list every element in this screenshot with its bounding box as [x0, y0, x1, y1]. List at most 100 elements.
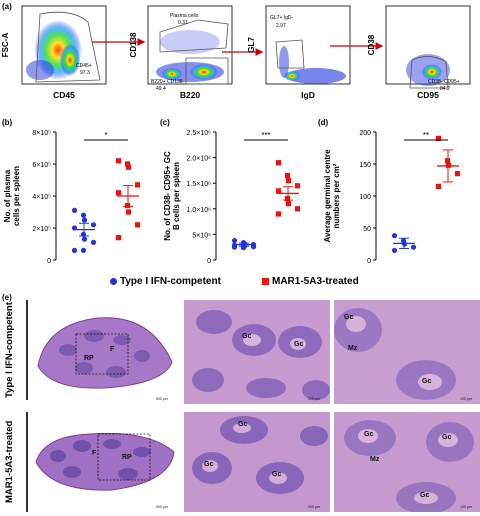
y-axis-label-line: No. of CD38- CD95+ GC [163, 151, 172, 241]
gate-label: B220+ CD138- [151, 79, 185, 85]
y-axis-label: Average germinal centrenumbers per cm² [323, 149, 341, 243]
legend: Type I IFN-competent MAR1-5A3-treated [0, 276, 480, 290]
inset-box [97, 433, 151, 481]
y-tick-label: 6×10⁵ [32, 162, 51, 169]
significance-label: ** [423, 131, 429, 140]
gate-value: 2.97 [276, 23, 286, 29]
scale-bar-label: 200 μm [308, 505, 320, 509]
y-axis-label-line: No. of plasma [3, 169, 12, 222]
panel-label-b: (b) [2, 118, 13, 127]
flow-plot-cd45: FSC-A CD45 CD45+ 97.3 [1, 5, 107, 100]
gate-value: 97.3 [80, 70, 90, 76]
data-point [115, 190, 122, 196]
panel-label-e: (e) [2, 293, 12, 302]
germinal-centre-label: Gc [204, 461, 214, 468]
flow-xlabel: IgD [301, 90, 315, 100]
row-divider [26, 300, 28, 400]
scale-bar-label: 100 μm [460, 397, 472, 401]
flow-cytometry-panel: FSC-A CD45 CD45+ 97.3 CD138 B220 Plasma … [1, 5, 471, 100]
chart-plasma-cells: No. of plasmacells per spleen 0 2×10⁵ 4×10⁵… [3, 130, 141, 265]
legend-label: MAR1-5A3-treated [272, 276, 359, 287]
y-tick-label: 1.5×10⁶ [187, 181, 212, 188]
data-point [250, 244, 257, 250]
y-tick-label: 50 [363, 226, 371, 233]
data-point [391, 247, 398, 253]
flow-plot-frame [265, 5, 351, 85]
flow-plot-cd95: CD38 CD95 CD38- CD95+ 84.2 [367, 5, 471, 100]
y-axis-label-line: B cells per spleen [172, 162, 181, 230]
data-point [435, 135, 442, 141]
y-tick-label: 2.0×10⁶ [187, 156, 212, 163]
germinal-centre-label: Gc [238, 421, 248, 428]
flow-xlabel: B220 [180, 90, 201, 100]
gate-value: 0.31 [178, 20, 188, 26]
y-axis-label-line: cells per spleen [12, 166, 21, 226]
significance-label: * [104, 131, 107, 140]
gate-label: CD45+ [76, 63, 92, 69]
data-point [231, 244, 238, 250]
flow-plot-igd: GL7 IgD GL7+ IgD- 2.97 [247, 5, 351, 100]
data-point [125, 209, 132, 215]
significance-label: *** [261, 131, 270, 140]
y-tick-label: 1.0×10⁶ [187, 207, 212, 214]
data-point [90, 239, 97, 245]
scale-bar-label: 500 μm [156, 397, 168, 401]
region-label: F [92, 450, 97, 457]
flow-plot-frame [385, 5, 471, 85]
gate-value: 84.2 [440, 86, 450, 92]
germinal-centre-label: Gc [422, 378, 432, 385]
gate-label: CD38- CD95+ [428, 79, 460, 85]
flow-ylabel: CD138 [129, 32, 138, 57]
data-point [435, 183, 442, 189]
germinal-centre-label: Gc [344, 314, 354, 321]
data-point [294, 183, 301, 189]
legend-label: Type I IFN-competent [120, 276, 221, 287]
flow-plot-b220: CD138 B220 Plasma cells 0.31 B220+ CD138… [129, 5, 233, 100]
gate-value: 49.4 [156, 86, 166, 92]
data-point [275, 160, 282, 166]
germinal-centre-label: Gc [242, 333, 252, 340]
histology-zoom-treated: Gc Mz Gc Gc 100 μm [334, 412, 480, 512]
data-point [410, 244, 417, 250]
chart-gc-b-cells: No. of CD38- CD95+ GCB cells per spleen 0… [163, 130, 301, 265]
germinal-centre-label: Gc [364, 431, 374, 438]
data-point [391, 233, 398, 239]
scale-bar-label: 200 μm [308, 397, 320, 401]
circle-marker-icon [110, 278, 117, 285]
row-label-treated: MAR1-5A3-treated [4, 420, 15, 504]
y-tick-label: 0 [367, 258, 371, 265]
data-point [294, 206, 301, 212]
y-tick-label: 100 [359, 194, 371, 201]
flow-ylabel: GL7 [247, 37, 256, 53]
gate-label: Plasma cells [170, 13, 199, 19]
flow-xlabel: CD45 [53, 90, 75, 100]
scale-bar-label: 500 μm [156, 505, 168, 509]
legend-item-competent: Type I IFN-competent [110, 276, 221, 287]
data-point [134, 182, 141, 188]
data-point [124, 161, 131, 167]
germinal-centre-label: Gc [420, 492, 430, 499]
data-point [285, 178, 292, 184]
flow-plot-frame [21, 5, 107, 85]
data-point [134, 222, 141, 228]
data-point [71, 207, 78, 213]
histology-whole-spleen-competent: RP F 500 μm [32, 300, 178, 404]
y-axis-label: No. of CD38- CD95+ GCB cells per spleen [163, 151, 181, 241]
y-tick-label: 2.5×10⁶ [187, 130, 212, 137]
gate-outline [35, 11, 101, 83]
data-point [284, 172, 291, 179]
region-label: F [110, 346, 115, 353]
square-marker-icon [262, 278, 269, 285]
row-label-competent: Type I IFN-competent [4, 302, 15, 398]
y-tick-label: 0 [47, 258, 51, 265]
histology-mid-treated: Gc Gc Gc 200 μm [184, 412, 330, 512]
data-point [115, 235, 122, 241]
y-axis-label: No. of plasmacells per spleen [3, 166, 21, 226]
y-axis-label-line: numbers per cm² [332, 163, 341, 228]
data-point [275, 211, 282, 217]
inset-box [75, 333, 129, 375]
region-label: RP [84, 355, 94, 362]
y-tick-label: 5×10⁵ [192, 232, 211, 239]
marginal-zone-label: Mz [348, 345, 358, 352]
panel-label-c: (c) [160, 118, 170, 127]
